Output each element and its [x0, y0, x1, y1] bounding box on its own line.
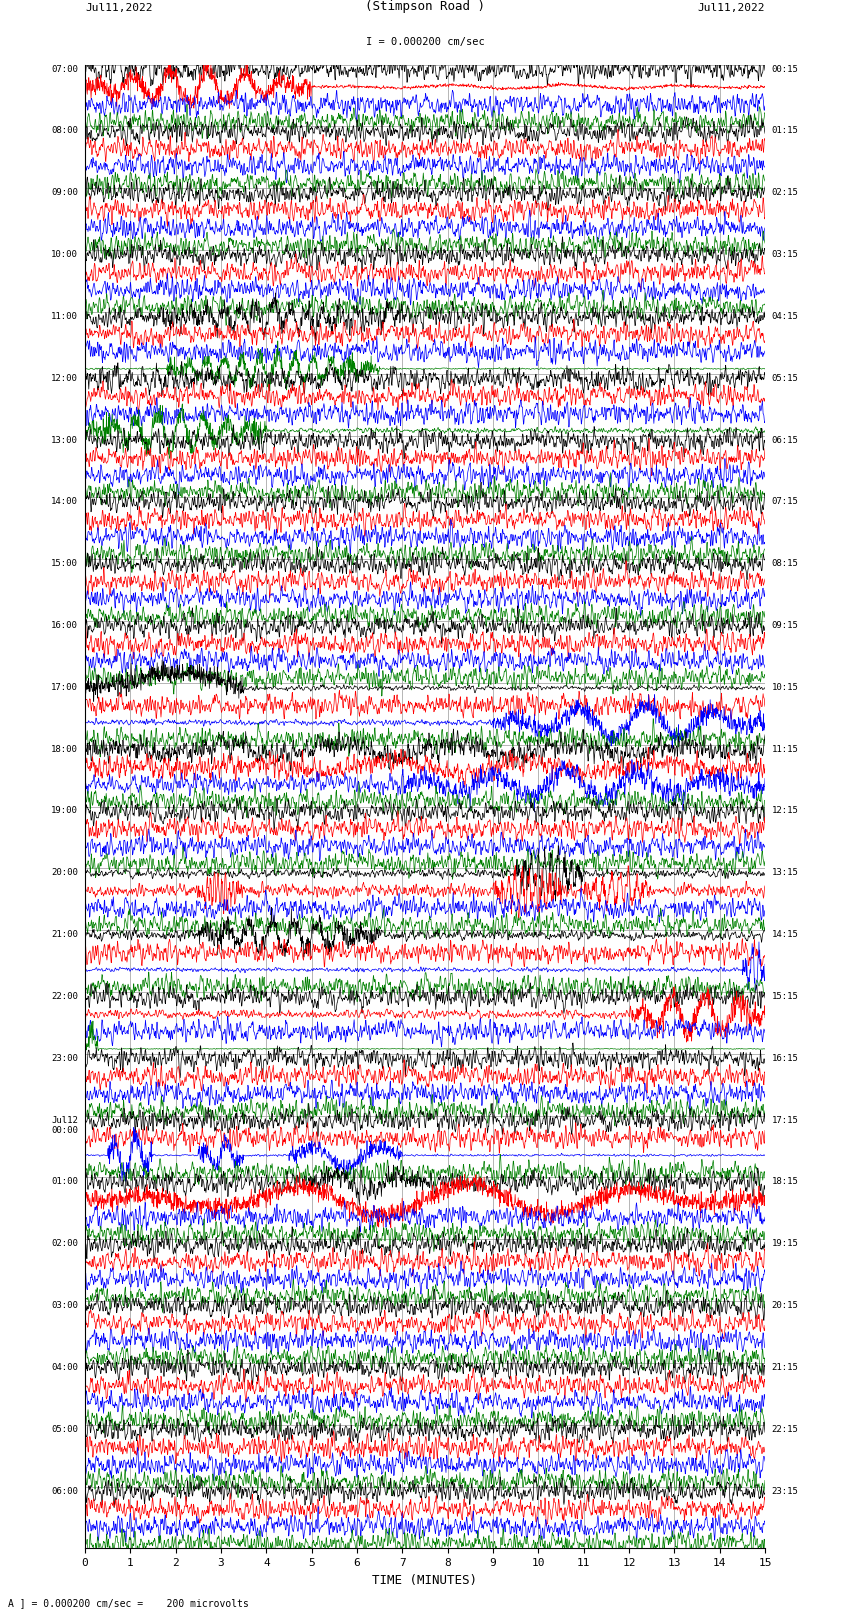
Text: 15:00: 15:00 — [51, 560, 78, 568]
Text: Jul11,2022: Jul11,2022 — [85, 3, 152, 13]
Text: 04:15: 04:15 — [772, 311, 799, 321]
Text: 21:00: 21:00 — [51, 931, 78, 939]
Text: 22:00: 22:00 — [51, 992, 78, 1002]
Text: 23:15: 23:15 — [772, 1487, 799, 1495]
Text: 10:00: 10:00 — [51, 250, 78, 260]
Text: 08:00: 08:00 — [51, 126, 78, 135]
Text: 20:15: 20:15 — [772, 1302, 799, 1310]
Text: 19:15: 19:15 — [772, 1239, 799, 1248]
Text: Jul12
00:00: Jul12 00:00 — [51, 1116, 78, 1136]
Text: 05:15: 05:15 — [772, 374, 799, 382]
Text: 12:00: 12:00 — [51, 374, 78, 382]
Text: 23:00: 23:00 — [51, 1053, 78, 1063]
Text: Jul11,2022: Jul11,2022 — [698, 3, 765, 13]
Text: 02:00: 02:00 — [51, 1239, 78, 1248]
Text: 09:00: 09:00 — [51, 189, 78, 197]
X-axis label: TIME (MINUTES): TIME (MINUTES) — [372, 1574, 478, 1587]
Text: 20:00: 20:00 — [51, 868, 78, 877]
Text: 07:15: 07:15 — [772, 497, 799, 506]
Text: 18:15: 18:15 — [772, 1177, 799, 1187]
Text: 17:15: 17:15 — [772, 1116, 799, 1124]
Text: 06:15: 06:15 — [772, 436, 799, 445]
Text: 13:00: 13:00 — [51, 436, 78, 445]
Text: 15:15: 15:15 — [772, 992, 799, 1002]
Text: 07:00: 07:00 — [51, 65, 78, 74]
Text: 14:15: 14:15 — [772, 931, 799, 939]
Text: (Stimpson Road ): (Stimpson Road ) — [365, 0, 485, 13]
Text: 13:15: 13:15 — [772, 868, 799, 877]
Text: 03:15: 03:15 — [772, 250, 799, 260]
Text: 00:15: 00:15 — [772, 65, 799, 74]
Text: 17:00: 17:00 — [51, 682, 78, 692]
Text: 19:00: 19:00 — [51, 806, 78, 816]
Text: I = 0.000200 cm/sec: I = 0.000200 cm/sec — [366, 37, 484, 47]
Text: 04:00: 04:00 — [51, 1363, 78, 1373]
Text: 12:15: 12:15 — [772, 806, 799, 816]
Text: 16:00: 16:00 — [51, 621, 78, 631]
Text: 03:00: 03:00 — [51, 1302, 78, 1310]
Text: 11:00: 11:00 — [51, 311, 78, 321]
Text: 02:15: 02:15 — [772, 189, 799, 197]
Text: 01:15: 01:15 — [772, 126, 799, 135]
Text: 01:00: 01:00 — [51, 1177, 78, 1187]
Text: 14:00: 14:00 — [51, 497, 78, 506]
Text: 05:00: 05:00 — [51, 1424, 78, 1434]
Text: 10:15: 10:15 — [772, 682, 799, 692]
Text: 18:00: 18:00 — [51, 745, 78, 753]
Text: 21:15: 21:15 — [772, 1363, 799, 1373]
Text: 06:00: 06:00 — [51, 1487, 78, 1495]
Text: 16:15: 16:15 — [772, 1053, 799, 1063]
Text: A ] = 0.000200 cm/sec =    200 microvolts: A ] = 0.000200 cm/sec = 200 microvolts — [8, 1598, 249, 1608]
Text: 22:15: 22:15 — [772, 1424, 799, 1434]
Text: 11:15: 11:15 — [772, 745, 799, 753]
Text: 08:15: 08:15 — [772, 560, 799, 568]
Text: 09:15: 09:15 — [772, 621, 799, 631]
